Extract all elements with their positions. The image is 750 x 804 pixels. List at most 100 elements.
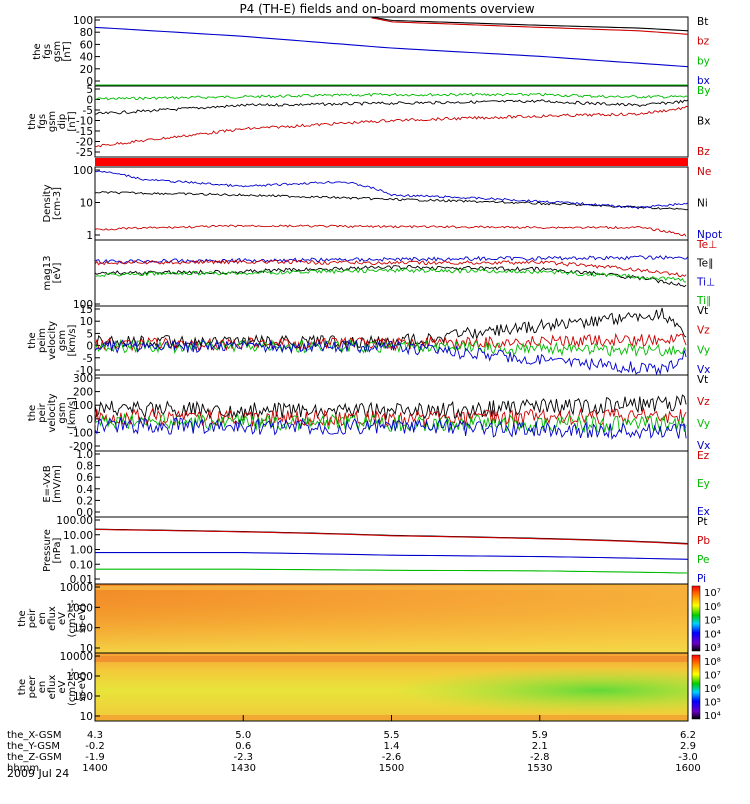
peer-spectrogram-ylabel: eflux xyxy=(47,675,58,700)
pressure-legend-pt: Pt xyxy=(697,516,707,528)
peir-spectrogram-ytick-label: 10000 xyxy=(60,582,93,594)
fgs-gsm-dip-ylabel: the xyxy=(27,113,38,129)
density-ytick-label: 10 xyxy=(80,198,93,210)
panel-peer-spectrogram: 10⁸ 10⁷ 10⁶ 10⁵ 10⁴ 10000 1000 100 10 the peer en ef… xyxy=(17,651,721,723)
efield-legend-ez: Ez xyxy=(697,450,710,462)
xaxis-tick-label: -2.8 xyxy=(530,752,550,763)
fgs-gsm-dip-legend-bz: Bz xyxy=(697,146,710,158)
peer-spectrogram-ytick-label: 100 xyxy=(73,691,93,703)
peir-spectrogram-top-band xyxy=(95,586,688,590)
pressure-ytick-label: 10.00 xyxy=(63,530,93,542)
fgs-gsm-dip-ytick-label: -25 xyxy=(76,147,93,159)
fgs-gsm-ylabel: fgs xyxy=(42,44,53,59)
peir-spectrogram-ylabel: eflux xyxy=(47,606,58,631)
peer-spectrogram-colorbar-label: 10⁶ xyxy=(704,684,721,695)
efield-ylabel: [mV/m] xyxy=(52,465,63,503)
peir-spectrogram-colorbar-label: 10³ xyxy=(704,643,721,654)
peir-velocity-gsm-ylabel: velocity xyxy=(47,393,58,432)
peim-velocity-gsm-legend-vx: Vx xyxy=(697,364,710,376)
peer-spectrogram-colorbar-label: 10⁵ xyxy=(704,698,721,709)
pressure-series-pb xyxy=(94,528,689,545)
efield-legend-ex: Ex xyxy=(697,506,710,518)
fgs-gsm-dip-ylabel: [nT] xyxy=(67,111,78,131)
fgs-gsm-series-bz xyxy=(371,17,689,35)
peer-spectrogram-colorbar-label: 10⁴ xyxy=(704,711,721,722)
fgs-gsm-dip-legend-by: By xyxy=(697,85,710,97)
pressure-ytick-label: 100.00 xyxy=(56,515,93,527)
peer-spectrogram-ytick-label: 10000 xyxy=(60,651,93,663)
xaxis-tick-label: 6.2 xyxy=(680,730,696,741)
fgs-gsm-dip-ylabel: gsm xyxy=(47,111,58,132)
peir-spectrogram-colorbar-label: 10⁷ xyxy=(704,588,721,599)
peir-spectrogram-ylabel: the xyxy=(17,610,28,626)
density-frame xyxy=(94,166,689,241)
pressure-ylabel: Pressure xyxy=(42,529,53,572)
density-legend-npot: Npot xyxy=(697,229,722,241)
peim-velocity-gsm-ytick-label: 10 xyxy=(80,316,93,328)
peir-velocity-gsm-legend-vz: Vz xyxy=(697,396,710,408)
peim-velocity-gsm-ytick-label: 5 xyxy=(86,328,93,340)
peir-velocity-gsm-ylabel: [km/s] xyxy=(67,397,78,429)
fgs-gsm-dip-ylabel: fgs xyxy=(37,114,48,129)
xaxis-tick-label: 5.0 xyxy=(235,730,251,741)
peir-velocity-gsm-ytick-label: -100 xyxy=(69,427,93,439)
density-ytick-label: 1 xyxy=(86,230,93,242)
peer-spectrogram-colorbar-label: 10⁷ xyxy=(704,671,721,682)
panel-density: 100 10 1 Density [cm-3] Ne Ni Npot xyxy=(42,165,722,242)
fgs-gsm-legend-bt: Bt xyxy=(697,16,708,28)
efield-frame xyxy=(94,450,689,518)
efield-legend-ey: Ey xyxy=(697,478,710,490)
pressure-series-pt xyxy=(94,528,689,545)
temperature-legend-te⊥: Te⊥ xyxy=(696,239,717,251)
panel-efield: 1.00.80.60.40.20.0 E=-VxB [mV/m] Ez Ey Ex xyxy=(42,449,710,519)
peir-spectrogram-colorbar xyxy=(691,585,701,652)
fgs-gsm-dip-ytick-label: 5 xyxy=(86,84,93,96)
peir-velocity-gsm-legend-vy: Vy xyxy=(697,418,710,430)
peir-spectrogram-ylabel: peir xyxy=(27,608,38,628)
peir-spectrogram-ytick-label: 1000 xyxy=(66,602,93,614)
panel-peir-spectrogram: 10⁷ 10⁶ 10⁵ 10⁴ 10³ 10000 1000 100 10 the peir en ef… xyxy=(17,582,721,655)
peir-velocity-gsm-ylabel: gsm xyxy=(57,402,68,423)
peim-velocity-gsm-ytick-label: -5 xyxy=(83,353,93,365)
fgs-gsm-ylabel: the xyxy=(32,43,43,59)
fgs-gsm-ytick-label: 100 xyxy=(73,15,93,27)
efield-ytick-label: 0.0 xyxy=(76,507,93,519)
density-legend-ne: Ne xyxy=(697,166,711,178)
time-axis: the_X-GSM 4.3 5.0 5.5 5.9 6.2 the_Y-GSM -0.2 0.6… xyxy=(7,715,701,774)
peim-velocity-gsm-legend-vt: Vt xyxy=(697,305,708,317)
density-series-ne xyxy=(94,224,687,237)
temperature-ylabel: [eV] xyxy=(52,263,63,284)
temperature-series-ti∥ xyxy=(94,267,687,283)
xaxis-tick-label: -1.9 xyxy=(85,752,105,763)
peir-velocity-gsm-ylabel: peir xyxy=(37,402,48,422)
peer-spectrogram-green-region xyxy=(95,653,688,721)
fgs-gsm-series-bt xyxy=(371,17,689,32)
peim-velocity-gsm-legend-vz: Vz xyxy=(697,325,710,337)
peir-velocity-gsm-ytick-label: 100 xyxy=(73,400,93,412)
peir-spectrogram-ylabel: (cm2-s- xyxy=(67,599,78,637)
fgs-gsm-dip-ytick-label: -10 xyxy=(76,116,93,128)
xaxis-tick-label: -2.6 xyxy=(382,752,402,763)
pressure-legend-pb: Pb xyxy=(697,535,710,547)
temperature-ytick-label: 100 xyxy=(73,299,93,311)
fgs-gsm-dip-legend-bx: Bx xyxy=(697,116,710,128)
peim-velocity-gsm-ytick-label: 15 xyxy=(80,304,93,316)
peir-spectrogram-ytick-label: 100 xyxy=(73,623,93,635)
xaxis-tick-label: 1500 xyxy=(379,763,404,774)
fgs-gsm-dip-series-bz xyxy=(94,105,689,148)
pressure-ytick-label: 1.00 xyxy=(70,545,93,557)
peir-spectrogram-lowenergy xyxy=(95,584,688,653)
fgs-gsm-dip-series-bx xyxy=(94,99,689,115)
peir-velocity-gsm-series-vt xyxy=(94,394,687,420)
peir-spectrogram-colorbar-label: 10⁶ xyxy=(704,602,721,613)
peir-velocity-gsm-ytick-label: -200 xyxy=(69,441,93,453)
xaxis-tick-label: 1400 xyxy=(82,763,107,774)
peir-spectrogram-ylabel: sr-eV) xyxy=(77,604,88,633)
peir-spectrogram-ylabel: eV xyxy=(57,612,68,625)
efield-ytick-label: 0.8 xyxy=(76,461,93,473)
density-series-ni xyxy=(94,191,689,211)
fgs-gsm-ytick-label: 80 xyxy=(80,27,93,39)
